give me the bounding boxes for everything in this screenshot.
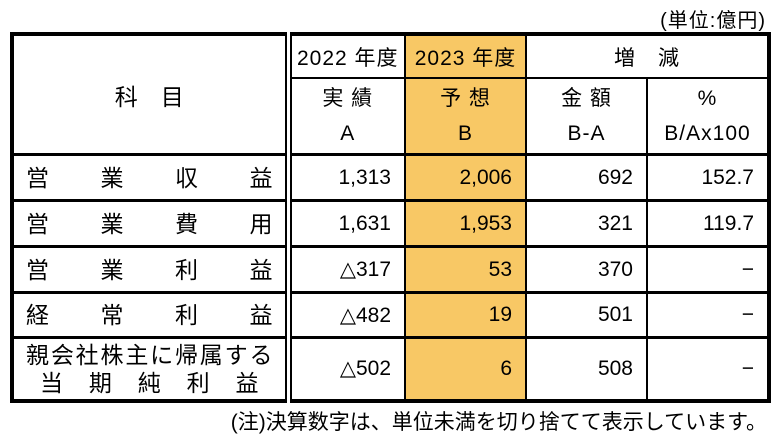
unit-label: (単位:億円) xyxy=(660,10,766,32)
cell-change-amount: 508 xyxy=(525,336,648,402)
header-fy2023-year: 2023 年度 xyxy=(404,33,527,79)
change-percent-code: B/Ax100 xyxy=(664,122,751,145)
table-body: 営業収益 1,313 2,006 692 152.7 営業費用 1,631 1,… xyxy=(11,153,770,402)
cell-fy2022-actual: 1,313 xyxy=(287,153,406,202)
row-operating-revenue: 営業収益 1,313 2,006 692 152.7 xyxy=(11,153,770,202)
cell-fy2022-actual: △482 xyxy=(287,291,406,339)
cell-fy2023-forecast: 2,006 xyxy=(404,153,527,202)
fy2023-code: B xyxy=(457,122,473,145)
cell-change-percent: − xyxy=(646,245,770,294)
cell-fy2022-actual: 1,631 xyxy=(287,199,406,248)
header-fy2022-sub: 実 績 A xyxy=(287,77,406,156)
change-amount-code: B-A xyxy=(567,122,606,145)
cell-fy2023-forecast: 6 xyxy=(404,336,527,402)
row-item-label: 営業費用 xyxy=(11,199,292,248)
change-percent-label: % xyxy=(697,87,718,110)
row-item-label: 営業収益 xyxy=(11,153,292,202)
cell-change-amount: 501 xyxy=(525,291,648,339)
change-amount-label: 金 額 xyxy=(561,87,612,110)
cell-fy2022-actual: △317 xyxy=(287,245,406,294)
header-change-label: 増 減 xyxy=(525,33,770,79)
row-item-label: 営業利益 xyxy=(11,245,292,294)
row-operating-income: 営業利益 △317 53 370 − xyxy=(11,245,770,294)
header-row-years: 科 目 2022 年度 2023 年度 増 減 xyxy=(11,33,770,156)
cell-fy2023-forecast: 53 xyxy=(404,245,527,294)
header-change-amount-sub: 金 額 B-A xyxy=(525,77,648,156)
financial-results-table: 科 目 2022 年度 2023 年度 増 減 実 績 A 予 想 B 金 額 … xyxy=(10,32,771,403)
cell-change-percent: − xyxy=(646,291,770,339)
row-net-income: 親会社株主に帰属する 当期純利益 △502 6 508 − xyxy=(11,336,770,402)
cell-change-amount: 692 xyxy=(525,153,648,202)
cell-fy2023-forecast: 19 xyxy=(404,291,527,339)
cell-change-amount: 321 xyxy=(525,199,648,248)
cell-fy2023-forecast: 1,953 xyxy=(404,199,527,248)
header-item-cell: 科 目 xyxy=(11,33,292,156)
cell-change-percent: 119.7 xyxy=(646,199,770,248)
cell-change-percent: 152.7 xyxy=(646,153,770,202)
cell-change-percent: − xyxy=(646,336,770,402)
cell-fy2022-actual: △502 xyxy=(287,336,406,402)
footnote: (注)決算数字は、単位未満を切り捨てて表示しています。 xyxy=(230,411,767,434)
fy2023-forecast-label: 予 想 xyxy=(440,87,491,110)
header-fy2023-sub: 予 想 B xyxy=(404,77,527,156)
fy2022-code: A xyxy=(340,122,356,145)
row-operating-expenses: 営業費用 1,631 1,953 321 119.7 xyxy=(11,199,770,248)
row-item-label: 経常利益 xyxy=(11,291,292,339)
header-fy2022-year: 2022 年度 xyxy=(287,33,406,79)
header-row-sublabels: 実 績 A 予 想 B 金 額 B-A % B/Ax100 xyxy=(12,77,770,156)
header-change-percent-sub: % B/Ax100 xyxy=(646,77,770,156)
cell-change-amount: 370 xyxy=(525,245,648,294)
fy2022-actual-label: 実 績 xyxy=(322,87,374,110)
row-item-label: 親会社株主に帰属する 当期純利益 xyxy=(11,336,292,402)
row-ordinary-income: 経常利益 △482 19 501 − xyxy=(11,291,770,339)
